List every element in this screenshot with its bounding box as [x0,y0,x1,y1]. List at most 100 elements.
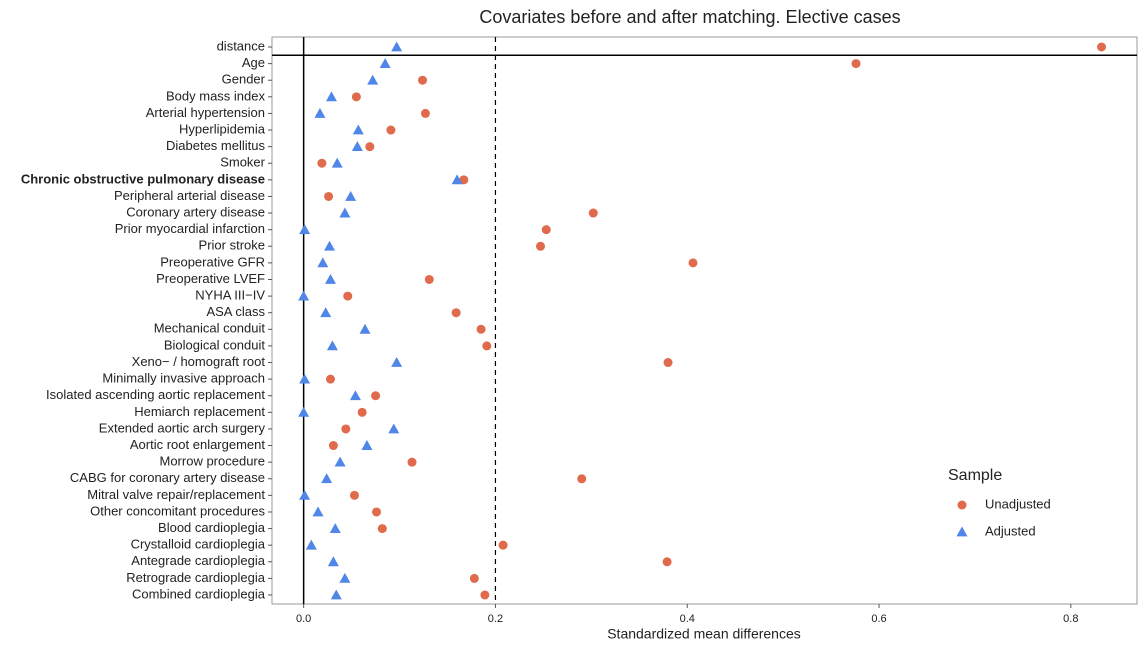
point [349,390,361,401]
y-tick-label: Prior myocardial infarction [115,221,265,236]
point [341,424,351,434]
point [352,124,364,135]
point [577,474,587,484]
y-tick-label: ASA class [206,304,265,319]
y-tick-label: Crystalloid cardioplegia [131,537,266,552]
point [324,240,336,251]
point [299,489,311,500]
point [536,241,546,251]
point [459,175,469,185]
point [476,324,486,334]
point [298,406,310,417]
point [305,539,317,550]
y-tick-label: distance [217,38,265,53]
y-tick-label: Aortic root enlargement [130,437,266,452]
y-tick-label: Smoker [220,155,265,170]
point [326,340,338,351]
y-tick-label: CABG for coronary artery disease [70,470,265,485]
point [329,523,341,533]
point [325,91,337,102]
legend-marker [956,526,968,537]
legend-marker [957,500,967,510]
point [351,92,361,102]
point [386,125,396,135]
point [407,457,417,467]
point [343,291,353,301]
point [361,440,373,450]
point [328,441,338,451]
y-tick-label: Peripheral arterial disease [114,188,265,203]
y-tick-label: Mitral valve repair/replacement [87,487,265,502]
y-tick-label: Hyperlipidemia [179,121,266,136]
plot-frame [271,36,1138,605]
point [372,507,382,517]
y-tick-label: Hemiarch replacement [134,404,265,419]
point [345,190,357,201]
y-tick-label: Preoperative GFR [160,254,265,269]
y-tick-label: Mechanical conduit [154,321,266,336]
y-tick-label: Extended aortic arch surgery [99,420,266,435]
point [365,142,375,152]
point [324,273,336,284]
point [662,557,672,567]
point [482,341,492,351]
point [851,59,861,69]
y-tick-label: Coronary artery disease [126,204,265,219]
point [379,58,391,69]
y-tick-label: Combined cardioplegia [132,586,266,601]
y-tick-label: Arterial hypertension [146,105,265,120]
point [321,473,333,484]
point [451,174,463,185]
point [480,590,490,600]
x-tick-label: 0.0 [296,613,311,625]
legend-title: Sample [948,467,1002,484]
point [339,207,351,218]
point [541,225,551,235]
y-tick-label: Antegrade cardioplegia [131,553,265,568]
point [418,75,428,85]
y-tick-label: Retrograde cardioplegia [126,570,266,585]
point [1097,42,1107,52]
point [663,358,673,368]
chart-title: Covariates before and after matching. El… [479,7,900,27]
point [588,208,598,218]
x-tick-label: 0.6 [871,613,886,625]
point [367,74,379,85]
point [314,107,326,118]
x-axis-label: Standardized mean differences [607,626,801,642]
point [320,307,332,318]
point [317,158,327,168]
point [359,323,371,334]
point [391,357,403,367]
point [298,290,310,301]
y-tick-label: NYHA III−IV [195,288,265,303]
y-tick-label: Other concomitant procedures [90,503,265,518]
x-tick-label: 0.8 [1063,613,1078,625]
point [420,108,430,118]
y-tick-label: Morrow procedure [160,454,266,469]
y-tick-label: Blood cardioplegia [158,520,266,535]
y-tick-label: Prior stroke [199,238,265,253]
point [351,141,363,152]
point [339,572,351,583]
legend-label: Unadjusted [985,496,1051,511]
point [324,191,334,201]
point [688,258,698,268]
point [357,407,367,417]
y-tick-label: Gender [222,72,266,87]
legend-label: Adjusted [985,523,1036,538]
point [325,374,335,384]
y-tick-label: Isolated ascending aortic replacement [46,387,265,402]
y-tick-label: Diabetes mellitus [166,138,265,153]
x-tick-label: 0.4 [680,613,695,625]
y-tick-label: Preoperative LVEF [156,271,265,286]
point [349,490,359,500]
point [388,423,400,434]
point [391,41,403,52]
y-tick-label: Body mass index [166,88,265,103]
point [317,257,329,268]
point [299,224,311,235]
point [424,274,434,284]
x-tick-label: 0.2 [488,613,503,625]
